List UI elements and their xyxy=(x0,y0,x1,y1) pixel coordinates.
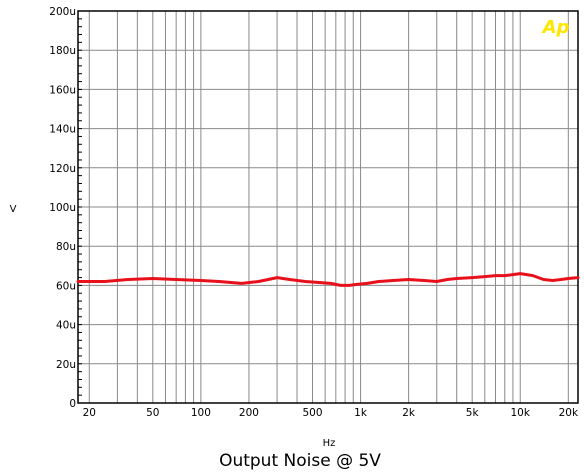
y-tick-label: 80u xyxy=(56,241,76,253)
series-group xyxy=(76,272,580,287)
x-tick-label: 10k xyxy=(511,407,531,419)
x-axis-label: Hz xyxy=(323,438,336,449)
x-tick-label: 100 xyxy=(191,407,211,419)
y-tick-label: 140u xyxy=(49,124,76,136)
x-tick-labels: 20 50 100 200 500 1k 2k 5k 10k 20k xyxy=(83,407,579,419)
y-tick-label: 20u xyxy=(56,359,76,371)
y-tick-label: 160u xyxy=(49,84,76,96)
y-tick-labels: 0 20u 40u 60u 80u 100u 120u 140u 160u 180u 200u xyxy=(49,6,76,410)
x-tick-label: 2k xyxy=(402,407,416,419)
y-axis-label: V xyxy=(10,204,17,215)
y-tick-label: 120u xyxy=(49,163,76,175)
x-tick-label: 50 xyxy=(146,407,159,419)
y-tick-label: 100u xyxy=(49,202,76,214)
x-tick-label: 20 xyxy=(83,407,96,419)
y-tick-label: 180u xyxy=(49,45,76,57)
y-tick-label: 40u xyxy=(56,320,76,332)
x-tick-label: 200 xyxy=(239,407,259,419)
horizontal-gridlines xyxy=(78,49,578,365)
series-line xyxy=(76,272,580,287)
y-tick-label: 200u xyxy=(49,6,76,18)
x-tick-label: 1k xyxy=(354,407,368,419)
y-tick-label: 60u xyxy=(56,280,76,292)
chart-title: Output Noise @ 5V xyxy=(219,451,381,471)
y-tick-label: 0 xyxy=(69,398,76,410)
x-tick-label: 500 xyxy=(302,407,322,419)
x-tick-label: 5k xyxy=(466,407,480,419)
x-tick-label: 20k xyxy=(559,407,579,419)
ap-logo: Ap xyxy=(541,17,570,38)
plot-frame xyxy=(77,10,579,404)
